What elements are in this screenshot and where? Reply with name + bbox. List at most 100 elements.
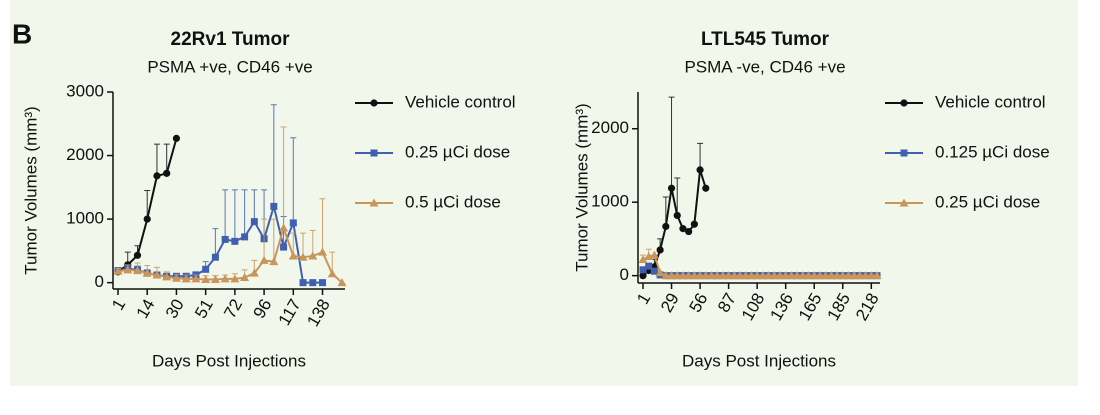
legend-marker — [370, 99, 378, 107]
marker — [240, 273, 250, 282]
marker — [769, 271, 779, 280]
chart-title: LTL545 Tumor — [701, 29, 830, 50]
marker — [838, 271, 848, 280]
chart-subtitle: PSMA +ve, CD46 +ve — [147, 57, 312, 76]
marker — [706, 271, 716, 280]
marker — [764, 271, 774, 280]
marker — [269, 257, 279, 266]
legend-label: 0.25 µCi dose — [405, 142, 510, 161]
legend-marker — [899, 198, 909, 207]
marker — [191, 274, 201, 283]
marker — [123, 265, 133, 274]
error-bar — [261, 218, 268, 261]
marker — [872, 271, 882, 280]
y-axis-title: Tumor Volumes (mm³) — [21, 106, 40, 274]
marker — [804, 271, 814, 280]
marker — [181, 274, 191, 283]
marker — [832, 271, 842, 280]
marker — [280, 243, 288, 251]
marker — [702, 184, 710, 192]
marker — [667, 271, 677, 280]
marker — [639, 272, 647, 280]
marker — [741, 271, 751, 280]
marker — [163, 169, 171, 177]
marker — [724, 271, 734, 280]
marker — [786, 271, 796, 280]
chart-subtitle: PSMA -ve, CD46 +ve — [684, 57, 845, 76]
marker — [318, 247, 328, 256]
error-bar — [222, 189, 229, 240]
panel-label: B — [12, 18, 32, 49]
marker — [718, 271, 728, 280]
error-bar — [270, 218, 277, 262]
marker — [171, 273, 181, 282]
marker — [152, 270, 162, 279]
marker — [866, 271, 876, 280]
legend-label: 0.125 µCi dose — [935, 142, 1050, 161]
marker — [250, 218, 258, 226]
marker — [142, 268, 152, 277]
legend-label: Vehicle control — [935, 92, 1046, 111]
error-bar — [319, 198, 326, 253]
marker — [735, 271, 745, 280]
error-bar — [231, 189, 238, 242]
marker — [288, 251, 298, 260]
marker — [752, 271, 762, 280]
y-tick-label: 0 — [620, 265, 629, 284]
marker — [298, 252, 308, 261]
marker — [299, 279, 307, 287]
y-tick-label: 3000 — [66, 81, 104, 100]
legend-marker — [900, 99, 908, 107]
y-tick-label: 1000 — [66, 209, 104, 228]
marker — [162, 272, 172, 281]
marker — [775, 271, 785, 280]
marker — [220, 274, 230, 283]
marker — [809, 271, 819, 280]
marker — [821, 271, 831, 280]
marker — [319, 279, 327, 287]
marker — [696, 166, 704, 174]
marker — [327, 269, 337, 278]
marker — [678, 271, 688, 280]
marker — [746, 271, 756, 280]
marker — [655, 268, 665, 277]
marker — [650, 267, 658, 275]
marker — [143, 215, 151, 223]
error-bar — [290, 137, 297, 223]
marker — [249, 268, 259, 277]
marker — [289, 219, 297, 227]
marker — [815, 271, 825, 280]
marker — [701, 271, 711, 280]
legend-label: 0.25 µCi dose — [935, 192, 1040, 211]
marker — [656, 246, 664, 254]
marker — [241, 233, 249, 241]
marker — [113, 266, 123, 275]
legend-marker — [369, 198, 379, 207]
marker — [202, 265, 210, 273]
marker — [279, 223, 289, 232]
y-tick-label: 0 — [95, 272, 104, 291]
marker — [758, 271, 768, 280]
marker — [649, 250, 659, 259]
marker — [221, 235, 229, 243]
error-bar — [241, 189, 248, 237]
marker — [849, 271, 859, 280]
error-bar — [697, 142, 704, 170]
marker — [201, 274, 211, 283]
error-bar — [280, 126, 287, 228]
marker — [639, 266, 647, 274]
marker — [270, 202, 278, 210]
marker — [133, 251, 142, 259]
marker — [172, 134, 181, 142]
marker — [231, 237, 239, 245]
error-bar — [153, 143, 160, 176]
marker — [798, 271, 808, 280]
error-bar — [251, 189, 258, 222]
marker — [679, 225, 687, 233]
marker — [259, 255, 269, 264]
marker — [855, 271, 865, 280]
error-bar — [144, 190, 151, 220]
marker — [638, 254, 648, 263]
marker — [861, 271, 871, 280]
